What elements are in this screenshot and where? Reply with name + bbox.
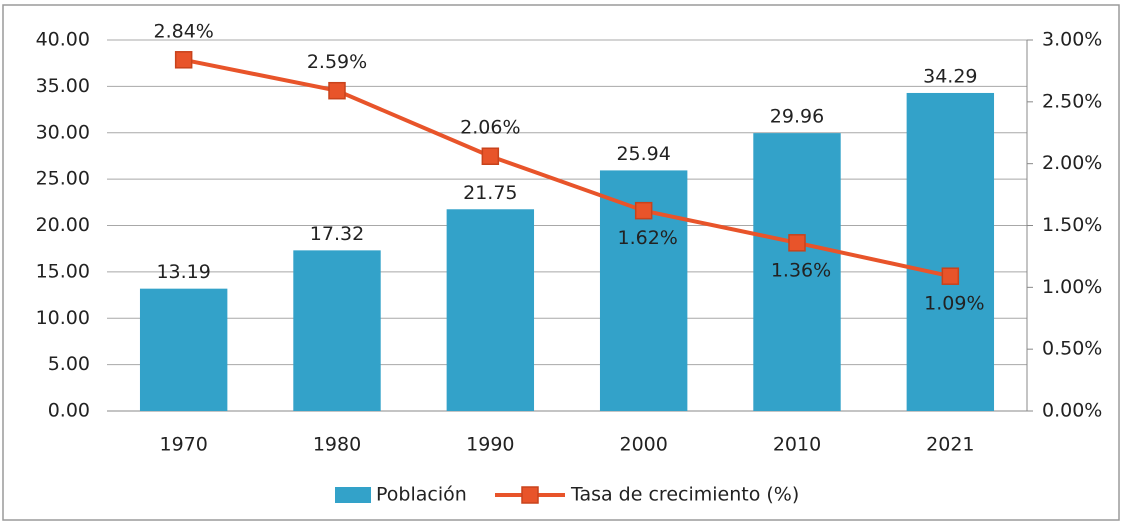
y-tick-label: 20.00 [36, 214, 90, 236]
bar-value-label: 25.94 [616, 143, 670, 165]
y-tick-label: 25.00 [36, 168, 90, 190]
line-value-label: 2.84% [153, 20, 213, 42]
line-value-label: 1.62% [617, 227, 677, 249]
y-tick-label: 0.00 [48, 400, 90, 422]
x-tick-label: 1970 [159, 434, 207, 456]
y-tick-label: 15.00 [36, 260, 90, 282]
y2-tick-label: 2.50% [1042, 90, 1102, 112]
x-tick-label: 2000 [619, 434, 667, 456]
line [183, 57, 951, 279]
line-marker [481, 147, 500, 165]
bar [139, 288, 228, 411]
bar-value-label: 13.19 [156, 261, 210, 283]
y-tick-label: 35.00 [36, 75, 90, 97]
x-tick-label: 2021 [926, 434, 974, 456]
legend-label: Población [376, 484, 467, 506]
line-marker [634, 201, 653, 220]
line-value-label: 2.06% [460, 117, 520, 139]
y2-tick-label: 1.00% [1042, 276, 1102, 298]
line-marker [174, 51, 193, 69]
y-tick-label: 5.00 [48, 353, 90, 375]
line-value-label: 1.09% [924, 293, 984, 315]
y-tick-label: 30.00 [36, 121, 90, 143]
bar [753, 133, 841, 411]
y-tick-label: 40.00 [36, 29, 90, 51]
legend-label: Tasa de crecimiento (%) [570, 484, 799, 506]
line-marker [941, 267, 960, 285]
line-marker [328, 81, 346, 100]
y2-tick-label: 3.00% [1042, 29, 1102, 51]
line-value-label: 2.59% [307, 51, 367, 73]
legend-swatch [335, 487, 371, 503]
bar-value-label: 17.32 [310, 223, 364, 245]
bar [293, 250, 381, 411]
bar-value-label: 21.75 [463, 182, 517, 204]
bar-value-label: 29.96 [770, 106, 824, 128]
bar-value-label: 34.29 [923, 65, 977, 87]
y2-tick-label: 1.50% [1042, 214, 1102, 236]
y2-tick-label: 0.50% [1042, 338, 1102, 360]
y2-tick-label: 0.00% [1042, 400, 1102, 422]
bar [906, 92, 995, 411]
x-tick-label: 1990 [466, 434, 514, 456]
line-value-label: 1.36% [771, 259, 831, 281]
x-tick-label: 1980 [313, 434, 361, 456]
bar [446, 209, 535, 411]
x-tick-label: 2010 [773, 434, 821, 456]
line-marker [788, 234, 806, 252]
y-tick-label: 10.00 [36, 307, 90, 329]
legend-marker [521, 486, 539, 504]
y2-tick-label: 2.00% [1042, 152, 1102, 174]
